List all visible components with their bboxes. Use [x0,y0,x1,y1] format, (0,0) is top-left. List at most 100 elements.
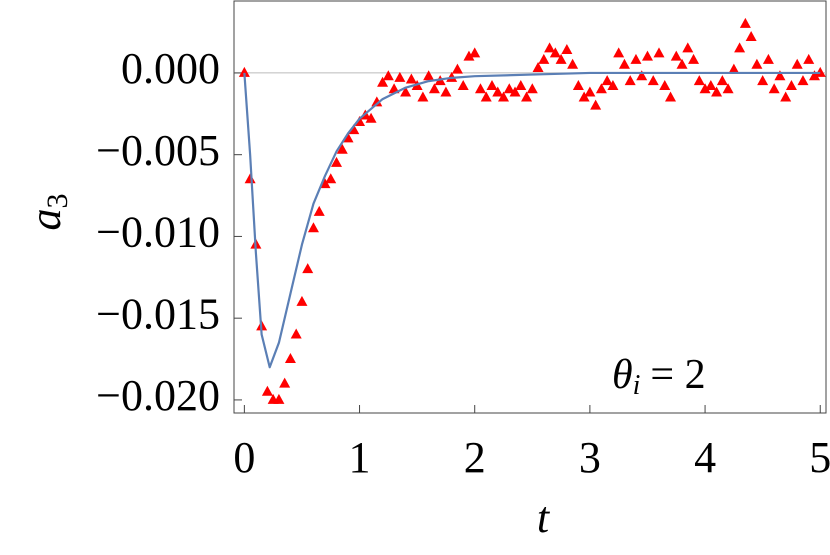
y-tick-label: −0.010 [96,208,220,257]
data-point [313,205,325,216]
data-point [722,83,734,94]
data-point [659,80,671,91]
data-point [457,80,469,91]
data-point [803,53,815,64]
data-point [705,80,717,91]
fit-line [243,71,821,369]
data-point [595,83,607,94]
data-point [307,222,319,233]
data-point [463,50,475,61]
annotation: θi = 2 [612,352,706,402]
data-point [808,70,820,81]
data-point [647,75,659,86]
data-point [665,91,677,102]
annotation-symbol: θ [612,352,633,398]
y-axis-label: a3 [21,194,74,231]
x-tick-label: 5 [809,433,830,482]
x-tick-label: 4 [694,433,716,482]
data-point [699,83,711,94]
data-point [296,295,308,306]
data-point [555,53,567,64]
data-point [238,66,250,77]
data-point [325,173,337,184]
data-point [521,91,533,102]
data-point [515,80,527,91]
y-label-subscript: 3 [41,194,74,209]
y-tick-label: −0.020 [96,371,220,420]
data-point [711,86,723,97]
data-point [440,86,452,97]
data-point [751,58,763,69]
data-point [762,53,774,64]
data-point [636,70,648,81]
data-point [618,58,630,69]
data-point [676,58,688,69]
x-tick-label: 3 [579,433,601,482]
data-point [394,71,406,82]
data-point [716,75,728,86]
data-point [503,83,515,94]
data-point [428,83,440,94]
data-point [780,91,792,102]
data-point [757,75,769,86]
data-point [284,353,296,364]
data-point [745,30,757,41]
data-point [382,70,394,81]
data-point [785,80,797,91]
data-point [348,124,360,135]
y-tick-label: −0.005 [96,126,220,175]
data-point [279,377,291,388]
data-point [451,63,463,74]
data-point [509,86,521,97]
data-point [492,86,504,97]
data-point [688,53,700,64]
data-point [532,62,544,73]
data-point [601,75,613,86]
data-point [538,53,550,64]
annotation-text: = 2 [650,352,705,398]
annotation-subscript: i [633,370,641,401]
x-tick-label: 1 [349,433,371,482]
data-point [567,58,579,69]
data-point [774,70,786,81]
data-point [469,47,481,58]
data-point [405,73,417,84]
data-point [474,83,486,94]
data-point [302,263,314,274]
x-tick-label: 2 [464,433,486,482]
data-point [480,91,492,102]
data-point [377,76,389,87]
data-point [342,132,354,143]
data-point [486,80,498,91]
data-point [739,17,751,28]
y-tick-label: −0.015 [96,289,220,338]
plot-frame [233,0,827,414]
data-point [607,80,619,91]
x-axis-label: t [537,493,551,542]
data-point [682,42,694,53]
y-tick-label: 0.000 [121,44,220,93]
data-point [290,328,302,339]
data-point [728,63,740,74]
data-point [693,75,705,86]
data-point [670,50,682,61]
data-point [498,91,510,102]
data-point [549,47,561,58]
data-point [336,143,348,154]
data-point [365,112,377,123]
data-point [630,53,642,64]
data-point [273,393,285,404]
data-point [734,42,746,53]
data-point [244,173,256,184]
data-point [417,91,429,102]
data-point [578,91,590,102]
data-point [319,178,331,189]
data-point [371,96,383,107]
data-point [584,86,596,97]
data-point [613,47,625,58]
data-point [641,50,653,61]
data-point [331,156,343,167]
data-point [561,44,573,55]
x-tick-label: 0 [233,433,255,482]
